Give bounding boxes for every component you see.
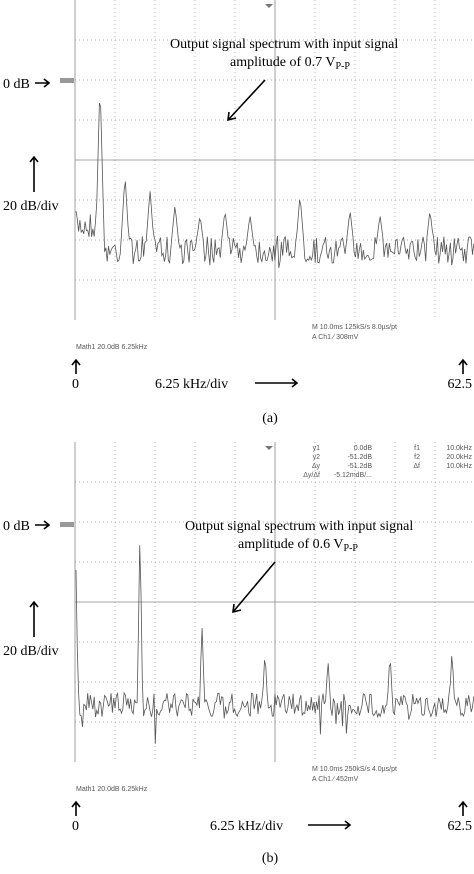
scale-label: 20 dB/div <box>3 199 59 214</box>
arrow <box>35 520 51 530</box>
arrow <box>35 78 51 88</box>
caption: (a) <box>262 411 278 426</box>
arrow <box>232 561 276 614</box>
cursor-readout: -5.12mdB/... <box>334 472 372 479</box>
cursor-readout: 10.0kHz <box>446 445 472 452</box>
arrow <box>255 378 299 388</box>
cursor-readout: f2 <box>414 454 420 461</box>
trigger-marker <box>265 4 273 8</box>
arrow <box>458 800 468 816</box>
trigger-marker <box>265 446 273 450</box>
arrow <box>29 600 39 637</box>
arrow <box>71 358 81 374</box>
zero-db-label: 0 dB <box>3 519 30 534</box>
math-readout: Math1 20.0dB 6.25kHz <box>76 786 148 793</box>
readout: A Ch1 ∕ 452mV <box>312 776 359 783</box>
math-readout: Math1 20.0dB 6.25kHz <box>76 344 148 351</box>
readout: M 10.0ms 125kS/s 8.0µs/pt <box>312 324 397 331</box>
annotation-text: amplitude of 0.6 V <box>238 537 344 552</box>
cursor-readout: -51.2dB <box>347 454 372 461</box>
arrow <box>458 358 468 374</box>
x-start: 0 <box>72 819 79 834</box>
scale-label: 20 dB/div <box>3 644 59 659</box>
cursor-readout: y2 <box>313 454 321 461</box>
cursor-readout: 0.0dB <box>354 445 373 452</box>
cursor-readout: Δy <box>312 463 321 470</box>
x-end: 62.5 <box>448 819 473 834</box>
x-scale: 6.25 kHz/div <box>210 819 283 834</box>
cursor-readout: 10.0kHz <box>446 463 472 470</box>
ref-marker <box>60 78 74 83</box>
x-start: 0 <box>72 377 79 392</box>
readout: M 10.0ms 250kS/s 4.0µs/pt <box>312 766 397 773</box>
annotation-text: amplitude of 0.7 V <box>230 55 336 70</box>
readout: A Ch1 ∕ 308mV <box>312 334 359 341</box>
cursor-readout: Δy/Δf <box>303 472 320 479</box>
spectrum-trace <box>75 545 474 744</box>
cursor-readout: Δf <box>413 463 420 470</box>
annotation: amplitude of 0.6 VP-P <box>238 537 358 554</box>
caption: (b) <box>262 851 279 866</box>
spectrum-trace <box>75 102 474 268</box>
annotation: Output signal spectrum with input signal <box>170 37 398 52</box>
zero-db-label: 0 dB <box>3 77 30 92</box>
cursor-readout: f1 <box>414 445 420 452</box>
arrow <box>71 800 81 816</box>
annotation-sub: P-P <box>344 543 359 554</box>
x-scale: 6.25 kHz/div <box>155 377 228 392</box>
annotation-sub: P-P <box>336 61 351 72</box>
ref-marker <box>60 522 74 527</box>
annotation: Output signal spectrum with input signal <box>185 519 413 534</box>
cursor-readout: -51.2dB <box>347 463 372 470</box>
annotation: amplitude of 0.7 VP-P <box>230 55 350 72</box>
arrow <box>29 155 39 192</box>
arrow <box>308 820 352 830</box>
cursor-readout: 20.0kHz <box>446 454 472 461</box>
cursor-readout: y1 <box>313 445 321 452</box>
x-end: 62.5 <box>448 377 473 392</box>
arrow <box>227 79 266 122</box>
